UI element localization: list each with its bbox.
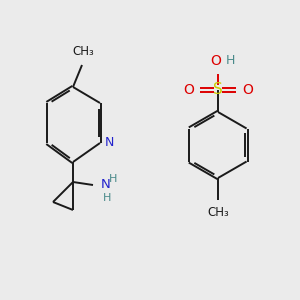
Text: O: O xyxy=(211,54,221,68)
Text: O: O xyxy=(183,83,194,97)
Text: N: N xyxy=(101,178,111,190)
Text: N: N xyxy=(105,136,114,149)
Text: H: H xyxy=(226,55,236,68)
Text: CH₃: CH₃ xyxy=(72,45,94,58)
Text: H: H xyxy=(109,174,117,184)
Text: H: H xyxy=(103,193,111,203)
Text: O: O xyxy=(242,83,253,97)
Text: S: S xyxy=(213,82,223,98)
Text: CH₃: CH₃ xyxy=(207,206,229,219)
